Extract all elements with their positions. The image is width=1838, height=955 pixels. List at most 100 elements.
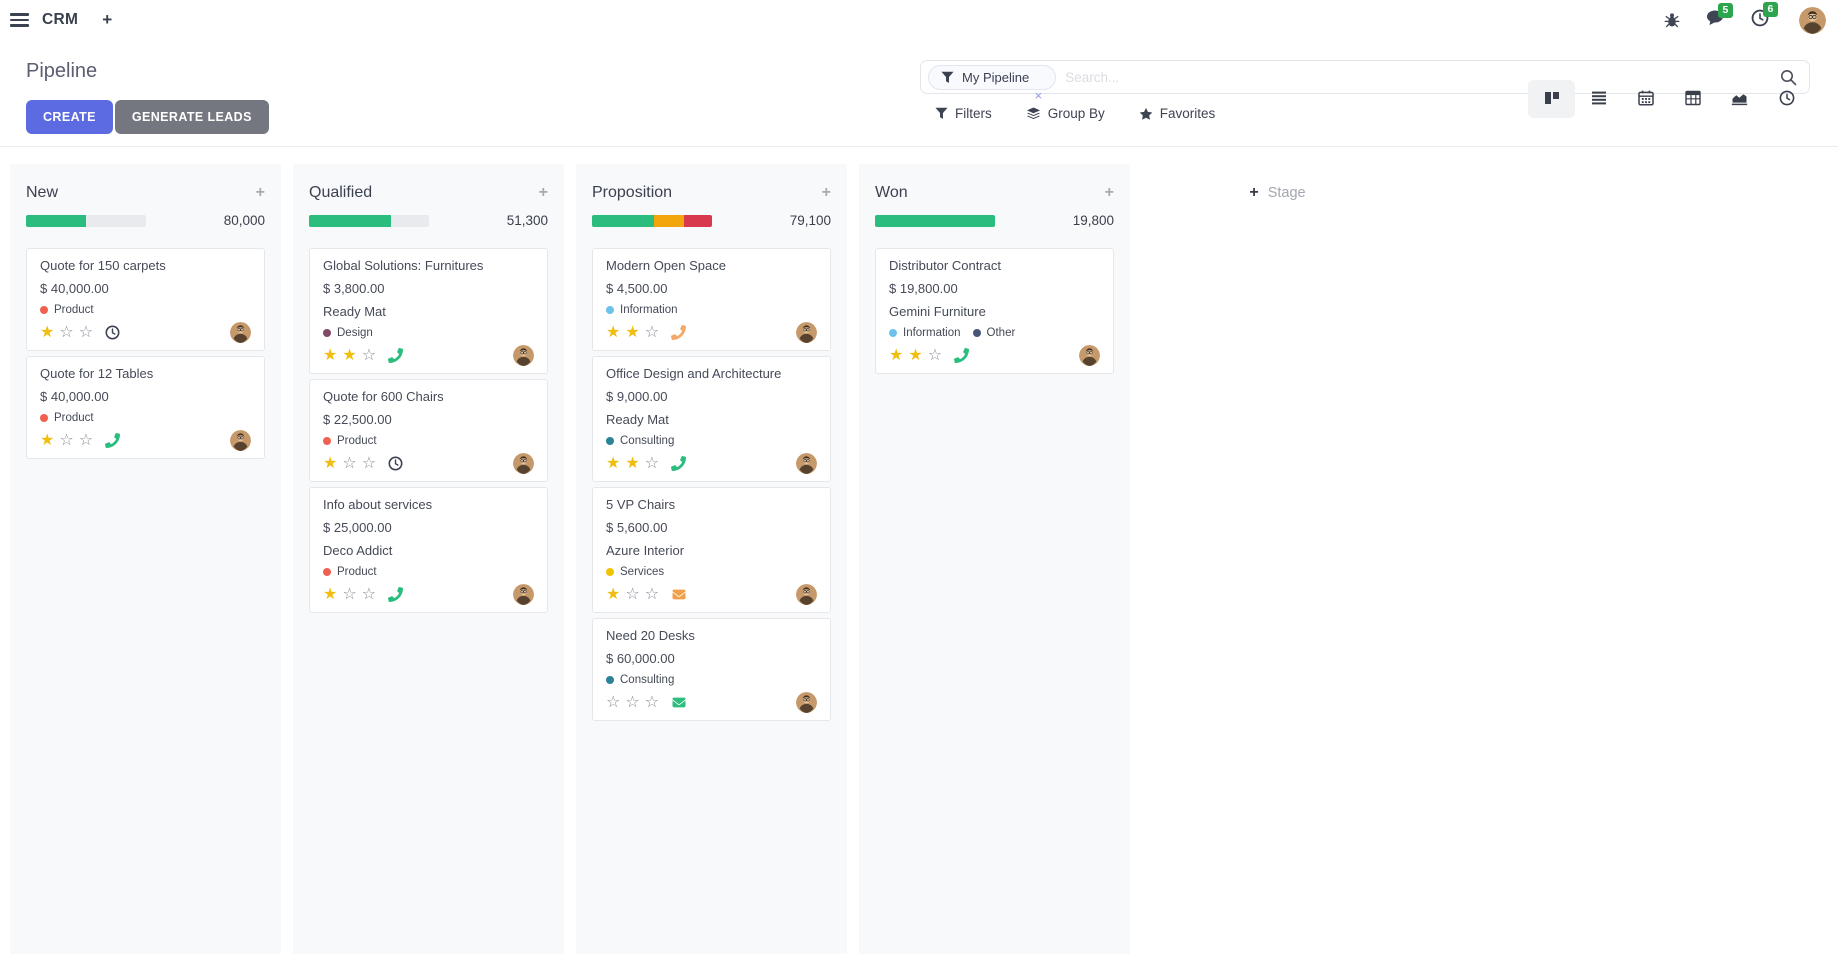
priority-star[interactable]: ☆ (59, 322, 74, 341)
kanban-card[interactable]: Distributor Contract $ 19,800.00 Gemini Fu… (875, 248, 1114, 374)
priority-star[interactable]: ☆ (625, 692, 640, 711)
priority-star[interactable]: ★ (323, 345, 338, 364)
group-by-menu[interactable]: Group By (1026, 106, 1105, 121)
clock-icon[interactable] (105, 325, 120, 340)
view-switch-list[interactable] (1575, 80, 1622, 118)
priority-star[interactable]: ☆ (644, 692, 660, 711)
add-stage-button[interactable]: + Stage (1249, 185, 1305, 202)
kanban-card[interactable]: 5 VP Chairs $ 5,600.00 Azure Interior Servi… (592, 487, 831, 613)
phone-icon[interactable] (105, 432, 121, 448)
priority-star[interactable]: ☆ (361, 453, 377, 472)
facet-remove-icon[interactable]: × (1034, 87, 1043, 103)
view-switch-kanban[interactable] (1528, 80, 1575, 118)
avatar[interactable] (230, 429, 251, 451)
priority-star[interactable]: ★ (606, 584, 621, 603)
priority-star[interactable]: ★ (40, 322, 55, 341)
add-app-icon[interactable]: + (102, 10, 113, 29)
progress-segment[interactable] (309, 214, 391, 227)
phone-icon[interactable] (954, 347, 970, 363)
column-progressbar[interactable] (592, 214, 712, 227)
avatar[interactable] (1079, 344, 1100, 366)
priority-star[interactable]: ☆ (78, 322, 94, 341)
priority-star[interactable]: ☆ (644, 453, 660, 472)
column-progressbar[interactable] (875, 214, 995, 227)
view-switch-graph[interactable] (1716, 80, 1763, 118)
progress-segment[interactable] (875, 214, 995, 227)
priority-star[interactable]: ☆ (342, 584, 357, 603)
avatar[interactable] (796, 321, 817, 343)
phone-icon[interactable] (388, 586, 404, 602)
avatar[interactable] (796, 583, 817, 605)
priority-star[interactable]: ★ (908, 345, 923, 364)
card-title: Quote for 150 carpets (40, 258, 166, 273)
priority-star[interactable]: ★ (889, 345, 904, 364)
phone-icon[interactable] (671, 455, 687, 471)
search-icon[interactable] (1780, 69, 1797, 86)
column-quick-add-button[interactable]: + (821, 184, 831, 201)
filters-menu[interactable]: Filters (935, 106, 992, 121)
column-quick-add-button[interactable]: + (1104, 184, 1114, 201)
avatar[interactable] (796, 452, 817, 474)
view-switch-calendar[interactable] (1622, 80, 1669, 118)
priority-star[interactable]: ☆ (342, 453, 357, 472)
avatar[interactable] (1799, 6, 1826, 34)
priority-star[interactable]: ★ (323, 453, 338, 472)
generate-leads-button[interactable]: GENERATE LEADS (114, 100, 269, 134)
phone-icon[interactable] (388, 347, 404, 363)
priority-star[interactable]: ★ (323, 584, 338, 603)
priority-star[interactable]: ★ (606, 453, 621, 472)
priority-star[interactable]: ☆ (625, 584, 640, 603)
progress-segment[interactable] (654, 214, 685, 227)
messages-button[interactable]: 5 (1706, 2, 1733, 31)
kanban-card[interactable]: Need 20 Desks $ 60,000.00 Consulting ☆ ☆ ☆ (592, 618, 831, 721)
card-title: Distributor Contract (889, 258, 1001, 273)
priority-star[interactable]: ☆ (927, 345, 943, 364)
kanban-card[interactable]: Quote for 12 Tables $ 40,000.00 Product ★ ☆ ☆ (26, 356, 265, 459)
priority-star[interactable]: ★ (40, 430, 55, 449)
create-button[interactable]: CREATE (26, 100, 113, 134)
clock-icon[interactable] (388, 456, 403, 471)
activities-button[interactable]: 6 (1751, 1, 1778, 32)
priority-star[interactable]: ★ (625, 453, 640, 472)
priority-star[interactable]: ★ (625, 322, 640, 341)
kanban-card[interactable]: Global Solutions: Furnitures $ 3,800.00 Re… (309, 248, 548, 374)
favorites-menu[interactable]: Favorites (1139, 106, 1215, 121)
bug-icon[interactable] (1664, 12, 1680, 28)
mail-icon[interactable] (671, 696, 687, 709)
phone-icon[interactable] (671, 324, 687, 340)
mail-icon[interactable] (671, 588, 687, 601)
priority-star[interactable]: ☆ (361, 345, 377, 364)
column-progressbar[interactable] (309, 214, 429, 227)
progress-segment[interactable] (592, 214, 655, 227)
column-progressbar[interactable] (26, 214, 146, 227)
progress-segment[interactable] (26, 214, 86, 227)
priority-star[interactable]: ★ (606, 322, 621, 341)
progress-segment[interactable] (684, 214, 712, 227)
priority-star[interactable]: ☆ (78, 430, 94, 449)
priority-star[interactable]: ☆ (644, 584, 660, 603)
kanban-card[interactable]: Info about services $ 25,000.00 Deco Addic… (309, 487, 548, 613)
tag-label: Consulting (620, 674, 675, 686)
priority-star[interactable]: ☆ (361, 584, 377, 603)
priority-star[interactable]: ★ (342, 345, 357, 364)
view-switch-activity[interactable] (1763, 80, 1810, 118)
search-facet-my-pipeline[interactable]: My Pipeline × (928, 64, 1057, 102)
kanban-card[interactable]: Office Design and Architecture $ 9,000.00… (592, 356, 831, 482)
column-quick-add-button[interactable]: + (538, 184, 548, 201)
app-name[interactable]: CRM (42, 11, 79, 28)
avatar[interactable] (230, 321, 251, 343)
kanban-card[interactable]: Quote for 150 carpets $ 40,000.00 Product ★… (26, 248, 265, 351)
hamburger-menu-icon[interactable] (10, 13, 29, 27)
view-switch-pivot[interactable] (1669, 80, 1716, 118)
priority-star[interactable]: ☆ (606, 692, 621, 711)
avatar[interactable] (513, 583, 534, 605)
kanban-card[interactable]: Quote for 600 Chairs $ 22,500.00 Product ★ ☆… (309, 379, 548, 482)
priority-star[interactable]: ☆ (644, 322, 660, 341)
avatar[interactable] (513, 452, 534, 474)
search-input[interactable]: My Pipeline × Search... (920, 60, 1810, 102)
priority-star[interactable]: ☆ (59, 430, 74, 449)
avatar[interactable] (796, 691, 817, 713)
column-quick-add-button[interactable]: + (255, 184, 265, 201)
avatar[interactable] (513, 344, 534, 366)
kanban-card[interactable]: Modern Open Space $ 4,500.00 Information ★ ★… (592, 248, 831, 351)
